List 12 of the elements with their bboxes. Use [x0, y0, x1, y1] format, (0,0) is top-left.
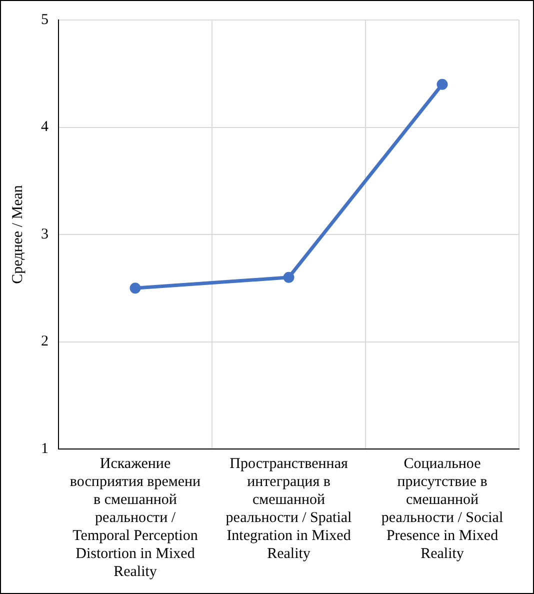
y-tick-label: 1: [41, 440, 48, 457]
y-axis-title: Среднее / Mean: [10, 184, 26, 284]
y-tick-label: 2: [41, 334, 48, 350]
point: [283, 272, 294, 283]
y-tick-label: 3: [41, 226, 48, 242]
x-tick-label: Пространственная интеграция в смешанной реальности / Spatial Integration in Mixed Reality: [226, 456, 352, 562]
point: [436, 78, 448, 90]
x-tick-label: Социальное присутствие в смешанной реальности / Social Presence in Mixed Reality: [381, 456, 504, 562]
x-tick-label: Искажение восприятия времени в смешанной реальности / Temporal Perception Distortion in Mixed Reality: [70, 456, 201, 580]
y-tick-label: 4: [41, 119, 49, 136]
y-tick-label: 5: [41, 12, 48, 28]
point: [130, 282, 141, 294]
